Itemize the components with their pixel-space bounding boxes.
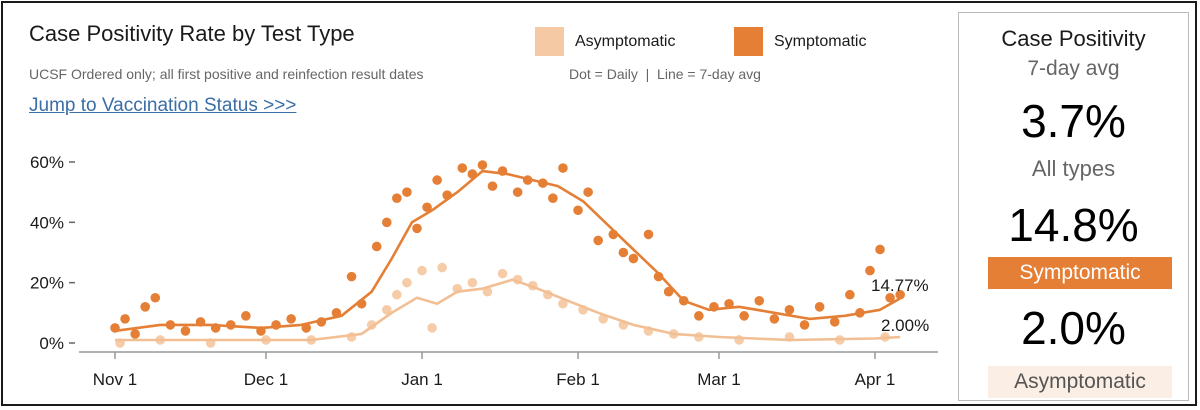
symptomatic-daily-dot	[814, 302, 825, 312]
asymptomatic-daily-dot	[427, 323, 437, 333]
asymptomatic-daily-dot	[402, 277, 412, 288]
symptomatic-daily-dot	[120, 314, 130, 324]
case-positivity-panel: Case Positivity 7-day avg 3.7% All types…	[958, 12, 1189, 401]
symptomatic-daily-dot	[512, 187, 523, 197]
x-tick-label: Jan 1	[401, 370, 443, 389]
symptomatic-daily-dot	[799, 320, 810, 330]
symptomatic-daily-dot	[845, 289, 855, 300]
symptomatic-daily-dot	[573, 205, 583, 216]
y-tick-label: 20%	[30, 274, 64, 293]
symptomatic-daily-dot	[412, 223, 422, 234]
symptomatic-daily-dot	[895, 289, 905, 300]
symptomatic-daily-dot	[663, 286, 674, 297]
x-tick-label: Nov 1	[93, 370, 137, 389]
x-tick-label: Apr 1	[855, 370, 896, 389]
symptomatic-daily-dot	[140, 302, 150, 312]
symptomatic-daily-dot	[829, 317, 840, 327]
panel-heading: Case Positivity	[1001, 26, 1146, 51]
symptomatic-daily-dot	[432, 175, 442, 185]
y-tick-label: 0%	[39, 334, 64, 353]
symptomatic-end-label: 14.77%	[871, 276, 929, 295]
symptomatic-daily-dot	[381, 217, 392, 228]
legend-symptomatic[interactable]: Symptomatic	[734, 27, 866, 56]
symptomatic-daily-dot	[784, 305, 795, 315]
asymptomatic-daily-dot	[558, 298, 568, 309]
symptomatic-daily-dot	[769, 314, 780, 324]
symptomatic-daily-dot	[180, 326, 191, 336]
legend-label-asymptomatic: Asymptomatic	[575, 32, 676, 50]
symptomatic-daily-dot	[618, 247, 629, 258]
symptomatic-daily-dot	[371, 241, 382, 252]
symptomatic-badge: Symptomatic	[988, 257, 1172, 289]
symptomatic-daily-dot	[477, 160, 488, 170]
symptomatic-daily-dot	[286, 314, 296, 324]
asymptomatic-value: 2.0%	[1021, 302, 1126, 354]
symptomatic-daily-dot	[724, 298, 734, 309]
x-tick-label: Mar 1	[697, 370, 740, 389]
asymptomatic-daily-dot	[467, 277, 478, 288]
jump-to-vaccination-link[interactable]: Jump to Vaccination Status >>>	[29, 95, 297, 116]
symptomatic-daily-dot	[694, 311, 704, 321]
legend-asymptomatic[interactable]: Asymptomatic	[535, 27, 675, 56]
panel-subheading: 7-day avg	[1027, 57, 1120, 80]
chart-subtitle: UCSF Ordered only; all first positive an…	[29, 66, 424, 82]
symptomatic-value: 14.8%	[1008, 199, 1139, 251]
symptomatic-daily-dot	[130, 329, 140, 339]
x-tick-label: Dec 1	[244, 370, 288, 389]
y-tick-label: 60%	[30, 153, 64, 172]
positivity-chart: Nov 1 Dec 1 Jan 1 Feb 1 Mar 1 Apr 1 0% 20% 40% 60…	[30, 153, 938, 389]
asymptomatic-avg-line	[115, 278, 901, 342]
legend-swatch-asymptomatic	[535, 27, 564, 56]
symptomatic-daily-dot	[643, 229, 654, 240]
symptomatic-daily-dot	[422, 202, 432, 213]
x-tick-label: Feb 1	[556, 370, 599, 389]
legend-note: Dot = Daily | Line = 7-day avg	[569, 66, 761, 82]
asymptomatic-badge: Asymptomatic	[988, 366, 1172, 398]
chart-title: Case Positivity Rate by Test Type	[29, 21, 355, 46]
asymptomatic-daily-dot	[417, 265, 427, 276]
symptomatic-daily-dot	[548, 193, 558, 203]
all-types-label: All types	[1031, 156, 1116, 181]
symptomatic-daily-dot	[487, 181, 498, 191]
asymptomatic-daily-dot	[381, 305, 392, 315]
symptomatic-daily-dot	[754, 295, 765, 306]
asymptomatic-daily-dot	[392, 289, 402, 300]
y-tick-label: 40%	[30, 213, 64, 232]
symptomatic-daily-dot	[346, 271, 357, 282]
symptomatic-daily-dot	[150, 292, 161, 303]
symptomatic-daily-dot	[392, 193, 402, 203]
asymptomatic-daily-dot	[497, 268, 508, 279]
symptomatic-daily-dot	[875, 244, 885, 255]
symptomatic-daily-dot	[241, 311, 251, 321]
legend-swatch-symptomatic	[734, 27, 763, 56]
symptomatic-daily-dot	[739, 311, 749, 321]
asymptomatic-daily-dot	[482, 286, 493, 297]
symptomatic-daily-dot	[885, 292, 895, 303]
asymptomatic-daily-dot	[437, 262, 447, 273]
symptomatic-daily-dot	[593, 235, 603, 246]
symptomatic-daily-dot	[865, 265, 875, 276]
legend-label-symptomatic: Symptomatic	[774, 32, 867, 50]
symptomatic-avg-line	[114, 169, 901, 333]
symptomatic-daily-dot	[402, 187, 412, 197]
asymptomatic-end-label: 2.00%	[881, 316, 929, 335]
all-types-value: 3.7%	[1021, 95, 1126, 147]
symptomatic-daily-dot	[653, 271, 664, 282]
symptomatic-daily-dot	[558, 163, 568, 173]
symptomatic-daily-dot	[628, 253, 639, 264]
symptomatic-daily-dot	[457, 163, 468, 173]
symptomatic-daily-dot	[583, 187, 593, 197]
